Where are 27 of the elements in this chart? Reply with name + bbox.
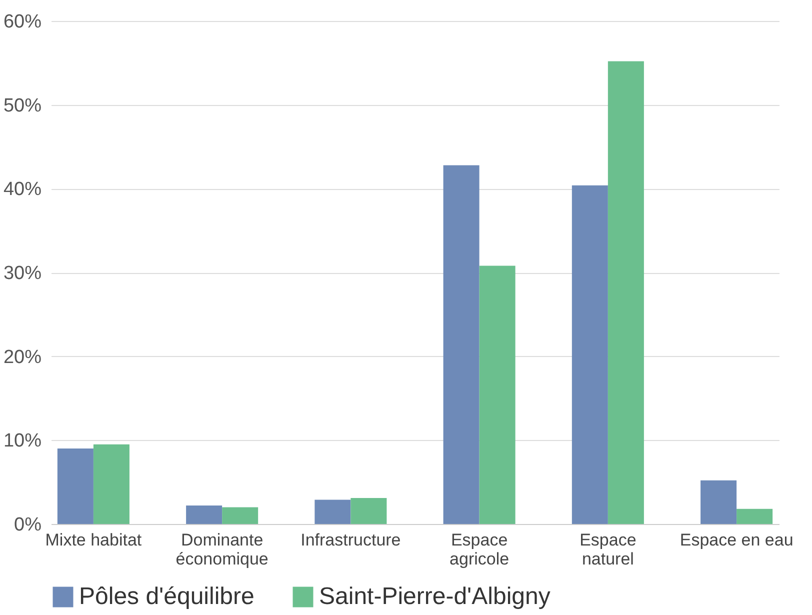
bar <box>350 498 387 524</box>
bar <box>57 448 94 524</box>
y-tick-label: 60% <box>3 12 42 32</box>
bar <box>443 165 480 524</box>
x-tick-label: Mixte habitat <box>45 530 142 550</box>
bar <box>572 185 608 524</box>
bar <box>479 266 516 524</box>
y-tick-label: 30% <box>3 263 42 284</box>
x-tick-label: Infrastructure <box>300 530 401 550</box>
y-tick-label: 10% <box>3 430 42 452</box>
bar <box>186 506 222 524</box>
bar <box>700 480 737 524</box>
bar <box>222 507 258 524</box>
legend-label: Saint-Pierre-d'Albigny <box>319 583 550 610</box>
y-tick-label: 0% <box>14 514 42 536</box>
y-tick-label: 20% <box>3 346 42 368</box>
y-tick-label: 50% <box>3 95 42 116</box>
legend-label: Pôles d'équilibre <box>79 583 254 610</box>
bar <box>736 508 773 524</box>
bar <box>93 444 130 524</box>
x-tick-label: Espace agricole <box>450 530 510 568</box>
bar <box>608 61 644 524</box>
x-tick-label: Espace naturel <box>580 530 636 568</box>
y-tick-label: 40% <box>3 179 42 200</box>
x-tick-label: Espace en eau <box>680 530 794 550</box>
x-tick-label: Dominante économique <box>176 530 268 568</box>
bar <box>314 500 351 524</box>
